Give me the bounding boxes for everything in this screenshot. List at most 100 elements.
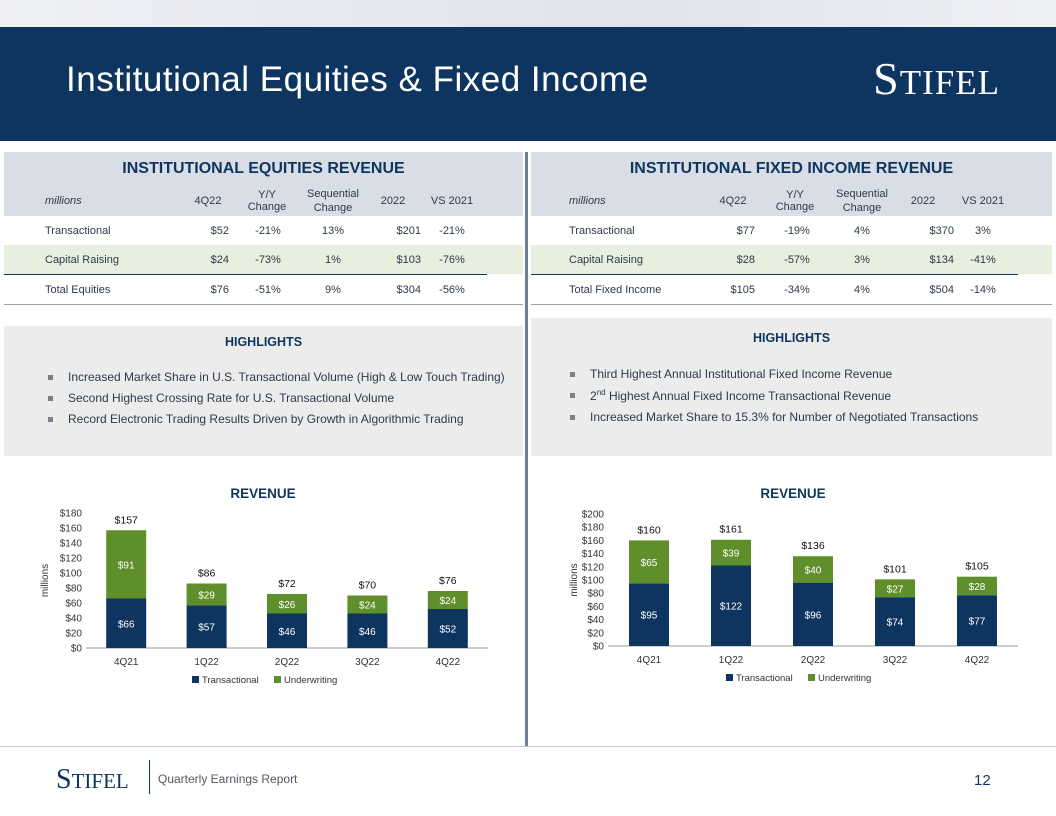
- y-tick-label: $100: [60, 569, 83, 580]
- row-label: Total Fixed Income: [569, 283, 662, 296]
- col-header: 4Q22: [194, 195, 222, 207]
- y-tick-label: $180: [582, 523, 605, 534]
- table-row: Capital Raising $24 -73% 1% $103 -76%: [4, 245, 523, 274]
- equities-table: INSTITUTIONAL EQUITIES REVENUE millions …: [4, 152, 523, 305]
- highlight-item: Second Highest Crossing Rate for U.S. Tr…: [47, 391, 395, 405]
- highlight-item: Increased Market Share in U.S. Transacti…: [48, 370, 505, 384]
- cell: -14%: [970, 283, 996, 296]
- col-header: Y/Y Change: [247, 189, 287, 213]
- cell: -56%: [439, 283, 465, 296]
- col-header: Sequential Change: [836, 188, 888, 214]
- y-tick-label: $200: [582, 510, 605, 521]
- data-label: $96: [805, 610, 822, 621]
- x-tick-label: 4Q21: [114, 657, 139, 668]
- highlight-item: 2nd Highest Annual Fixed Income Transact…: [569, 388, 892, 403]
- bar-transactional: [957, 595, 997, 646]
- table-row: Total Fixed Income $105 -34% 4% $504 -14…: [531, 275, 1052, 304]
- total-label: $160: [637, 524, 661, 536]
- legend-swatch-underwriting: [808, 674, 815, 681]
- total-label: $86: [198, 568, 216, 580]
- y-tick-label: $80: [587, 589, 604, 600]
- highlight-item: Record Electronic Trading Results Driven…: [48, 412, 464, 426]
- cell: 9%: [325, 283, 341, 296]
- table-row: Transactional $52 -21% 13% $201 -21%: [4, 216, 523, 245]
- cell: $103: [396, 253, 421, 266]
- cell: $52: [210, 224, 229, 237]
- data-label: $122: [720, 602, 743, 613]
- center-divider: [525, 152, 528, 746]
- y-tick-label: $40: [587, 615, 604, 626]
- chart-title: REVENUE: [230, 486, 296, 501]
- bar-underwriting: [711, 539, 751, 566]
- y-tick-label: $40: [65, 614, 82, 625]
- cell: -57%: [784, 253, 810, 266]
- legend-swatch-transactional: [726, 674, 733, 681]
- highlight-item: Third Highest Annual Institutional Fixed…: [569, 367, 893, 381]
- row-label: Capital Raising: [569, 253, 643, 266]
- cell: $105: [730, 283, 755, 296]
- col-header: VS 2021: [430, 195, 474, 207]
- cell: 1%: [325, 253, 341, 266]
- cell: 3%: [854, 253, 870, 266]
- cell: $201: [396, 224, 421, 237]
- legend-label: Underwriting: [818, 673, 871, 684]
- header-banner: [0, 27, 1056, 141]
- bar-underwriting: [186, 583, 227, 606]
- bar-transactional: [347, 613, 388, 648]
- cell: 4%: [854, 283, 870, 296]
- col-header: VS 2021: [961, 195, 1005, 207]
- col-header: millions: [569, 195, 606, 207]
- x-tick-label: 4Q22: [965, 655, 990, 666]
- row-label: Transactional: [569, 224, 635, 237]
- y-tick-label: $60: [587, 602, 604, 613]
- highlight-item-text: Highest Annual Fixed Income Transactiona…: [608, 389, 892, 403]
- data-label: $91: [118, 560, 135, 571]
- col-header: 2022: [910, 195, 936, 207]
- page-number: 12: [974, 772, 991, 789]
- total-label: $161: [719, 524, 743, 536]
- bar-underwriting: [793, 556, 833, 583]
- y-tick-label: $60: [65, 599, 82, 610]
- data-label: $95: [641, 611, 658, 622]
- total-label: $136: [801, 540, 825, 552]
- footer-separator: [149, 760, 150, 794]
- cell: -41%: [970, 253, 996, 266]
- data-label: $26: [279, 600, 296, 611]
- equities-revenue-chart: $0 $20 $40 $60 $80 $100 $120 $140 $160 $180 millio…: [40, 509, 488, 686]
- cell: $24: [210, 253, 229, 266]
- data-label: $65: [641, 558, 658, 569]
- cell: 13%: [321, 224, 345, 237]
- y-tick-label: $140: [582, 549, 605, 560]
- y-tick-label: $0: [593, 642, 605, 653]
- bar-transactional: [629, 583, 669, 646]
- data-label: $40: [805, 565, 822, 576]
- x-tick-label: 3Q22: [883, 655, 908, 666]
- x-tick-label: 4Q22: [436, 657, 461, 668]
- col-header: 4Q22: [719, 195, 747, 207]
- data-label: $28: [969, 582, 986, 593]
- total-rule: [531, 274, 1018, 275]
- data-label: $39: [723, 549, 740, 560]
- data-label: $24: [439, 596, 456, 607]
- bar-underwriting: [957, 576, 997, 596]
- legend-label: Transactional: [736, 673, 793, 684]
- cell: $304: [396, 283, 421, 296]
- row-label: Transactional: [45, 224, 111, 237]
- row-label: Capital Raising: [45, 253, 119, 266]
- highlights-title: HIGHLIGHTS: [752, 331, 831, 345]
- table-title: INSTITUTIONAL EQUITIES REVENUE: [122, 160, 405, 177]
- cell: $28: [736, 253, 755, 266]
- x-tick-label: 2Q22: [801, 655, 826, 666]
- y-axis-label: millions: [569, 563, 580, 596]
- y-tick-label: $20: [587, 628, 604, 639]
- cell: -73%: [255, 253, 281, 266]
- total-label: $105: [965, 561, 989, 573]
- data-label: $46: [359, 627, 376, 638]
- cell: -76%: [439, 253, 465, 266]
- cell: -21%: [439, 224, 465, 237]
- total-rule: [4, 274, 487, 275]
- legend-label: Underwriting: [284, 675, 337, 686]
- col-header: Y/Y Change: [775, 189, 815, 213]
- x-tick-label: 4Q21: [637, 655, 662, 666]
- highlight-item: Increased Market Share to 15.3% for Numb…: [569, 410, 979, 424]
